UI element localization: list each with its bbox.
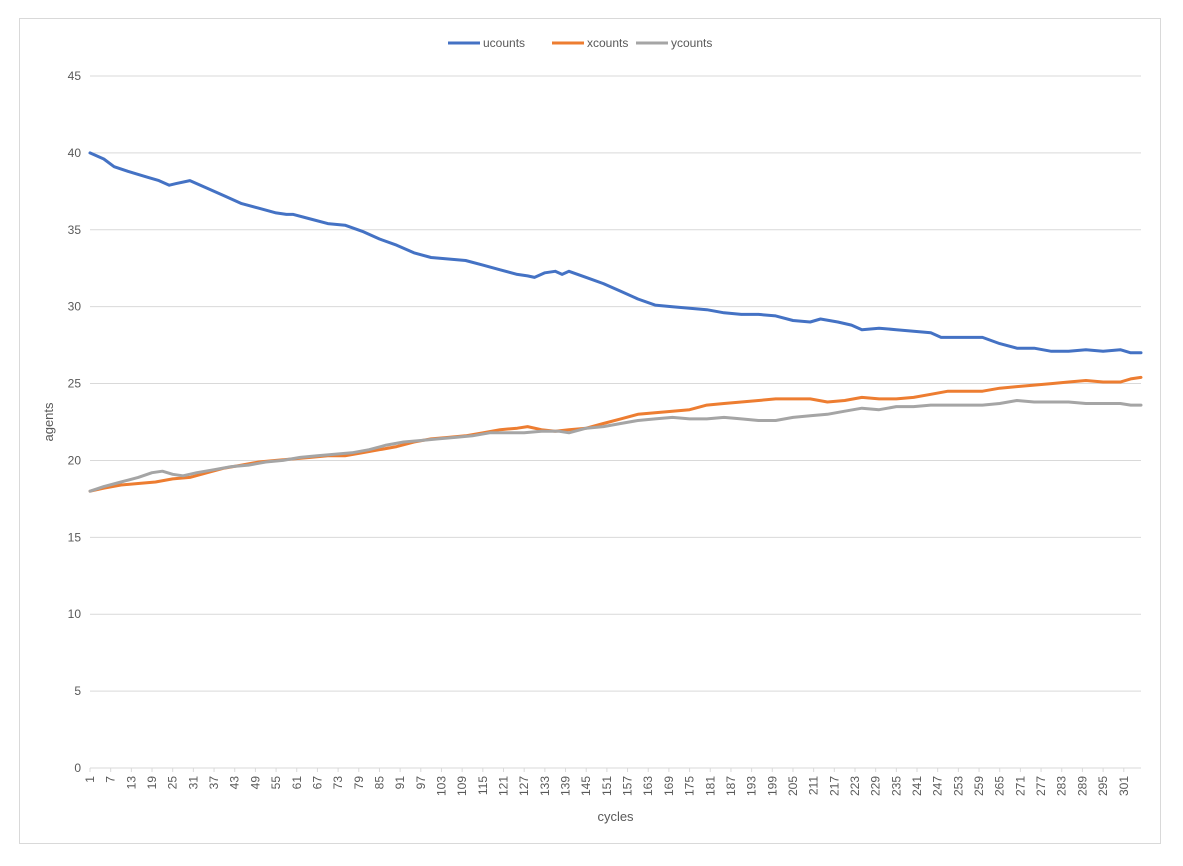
chart-frame: 0 5 10 15 20 25 30 35 40 45 1 7 13 19 25 31 37 43 49 55 61 6… bbox=[19, 18, 1161, 844]
x-tick-label: 187 bbox=[724, 776, 738, 796]
y-tick-label: 25 bbox=[68, 377, 82, 391]
x-tick-label: 145 bbox=[579, 776, 593, 796]
x-tick-label: 25 bbox=[166, 776, 180, 790]
x-tick-label: 79 bbox=[352, 776, 366, 790]
series-line-ycounts bbox=[88, 399, 1143, 493]
x-tick-label: 19 bbox=[145, 776, 159, 790]
x-tick-label: 121 bbox=[497, 776, 511, 796]
x-tick-label: 151 bbox=[600, 776, 614, 796]
x-tick-label: 49 bbox=[248, 776, 262, 790]
x-tick-label: 175 bbox=[683, 776, 697, 796]
x-tick-label: 85 bbox=[372, 776, 386, 790]
line-chart: 0 5 10 15 20 25 30 35 40 45 1 7 13 19 25 31 37 43 49 55 61 6… bbox=[41, 36, 1143, 824]
legend-label-ucounts: ucounts bbox=[483, 36, 525, 50]
x-tick-label: 1 bbox=[83, 776, 97, 783]
x-tick-label: 217 bbox=[827, 776, 841, 796]
y-tick-label: 30 bbox=[68, 300, 82, 314]
y-tick-label: 0 bbox=[74, 761, 81, 775]
x-tick-label: 301 bbox=[1117, 776, 1131, 796]
legend-label-xcounts: xcounts bbox=[587, 36, 628, 50]
x-tick-label: 247 bbox=[931, 776, 945, 796]
y-axis-ticks: 0 5 10 15 20 25 30 35 40 45 bbox=[68, 69, 82, 775]
x-tick-label: 271 bbox=[1013, 776, 1027, 796]
x-tick-label: 31 bbox=[186, 776, 200, 790]
x-tick-label: 91 bbox=[393, 776, 407, 790]
x-tick-label: 67 bbox=[310, 776, 324, 790]
x-tick-label: 127 bbox=[517, 776, 531, 796]
series-line-xcounts bbox=[88, 375, 1143, 493]
gridlines bbox=[90, 75, 1141, 769]
x-tick-label: 205 bbox=[786, 776, 800, 796]
x-tick-label: 181 bbox=[703, 776, 717, 796]
x-tick-label: 229 bbox=[869, 776, 883, 796]
x-tick-label: 235 bbox=[889, 776, 903, 796]
x-tick-label: 265 bbox=[993, 776, 1007, 796]
y-tick-label: 15 bbox=[68, 530, 82, 544]
x-tick-label: 193 bbox=[745, 776, 759, 796]
x-tick-label: 43 bbox=[228, 776, 242, 790]
x-tick-label: 139 bbox=[559, 776, 573, 796]
x-tick-label: 37 bbox=[207, 776, 221, 790]
x-tick-label: 109 bbox=[455, 776, 469, 796]
y-tick-label: 20 bbox=[68, 453, 82, 467]
x-tick-label: 253 bbox=[951, 776, 965, 796]
x-tick-label: 103 bbox=[434, 776, 448, 796]
legend: ucounts xcounts ycounts bbox=[448, 36, 712, 50]
x-tick-label: 163 bbox=[641, 776, 655, 796]
x-tick-label: 169 bbox=[662, 776, 676, 796]
x-tick-label: 277 bbox=[1034, 776, 1048, 796]
x-tick-label: 133 bbox=[538, 776, 552, 796]
x-axis-title: cycles bbox=[597, 809, 634, 824]
y-tick-label: 5 bbox=[74, 684, 81, 698]
x-tick-label: 13 bbox=[124, 776, 138, 790]
y-tick-label: 10 bbox=[68, 607, 82, 621]
x-tick-label: 73 bbox=[331, 776, 345, 790]
x-tick-label: 157 bbox=[621, 776, 635, 796]
x-tick-label: 289 bbox=[1075, 776, 1089, 796]
x-tick-label: 199 bbox=[765, 776, 779, 796]
y-axis-title: agents bbox=[41, 402, 56, 442]
y-tick-label: 45 bbox=[68, 69, 82, 83]
series-lines bbox=[88, 151, 1143, 493]
x-tick-label: 259 bbox=[972, 776, 986, 796]
x-tick-label: 115 bbox=[476, 776, 490, 795]
x-tick-label: 55 bbox=[269, 776, 283, 790]
series-line-ucounts bbox=[88, 151, 1143, 355]
y-tick-label: 35 bbox=[68, 223, 82, 237]
x-axis-ticks: 1 7 13 19 25 31 37 43 49 55 61 67 73 79 85 91 97 103 109 11… bbox=[83, 768, 1131, 796]
x-tick-label: 223 bbox=[848, 776, 862, 796]
x-tick-label: 283 bbox=[1055, 776, 1069, 796]
x-tick-label: 97 bbox=[414, 776, 428, 790]
y-tick-label: 40 bbox=[68, 146, 82, 160]
legend-label-ycounts: ycounts bbox=[671, 36, 712, 50]
x-tick-label: 211 bbox=[807, 776, 821, 795]
x-tick-label: 241 bbox=[910, 776, 924, 796]
x-tick-label: 61 bbox=[290, 776, 304, 790]
x-tick-label: 7 bbox=[104, 776, 118, 783]
x-tick-label: 295 bbox=[1096, 776, 1110, 796]
